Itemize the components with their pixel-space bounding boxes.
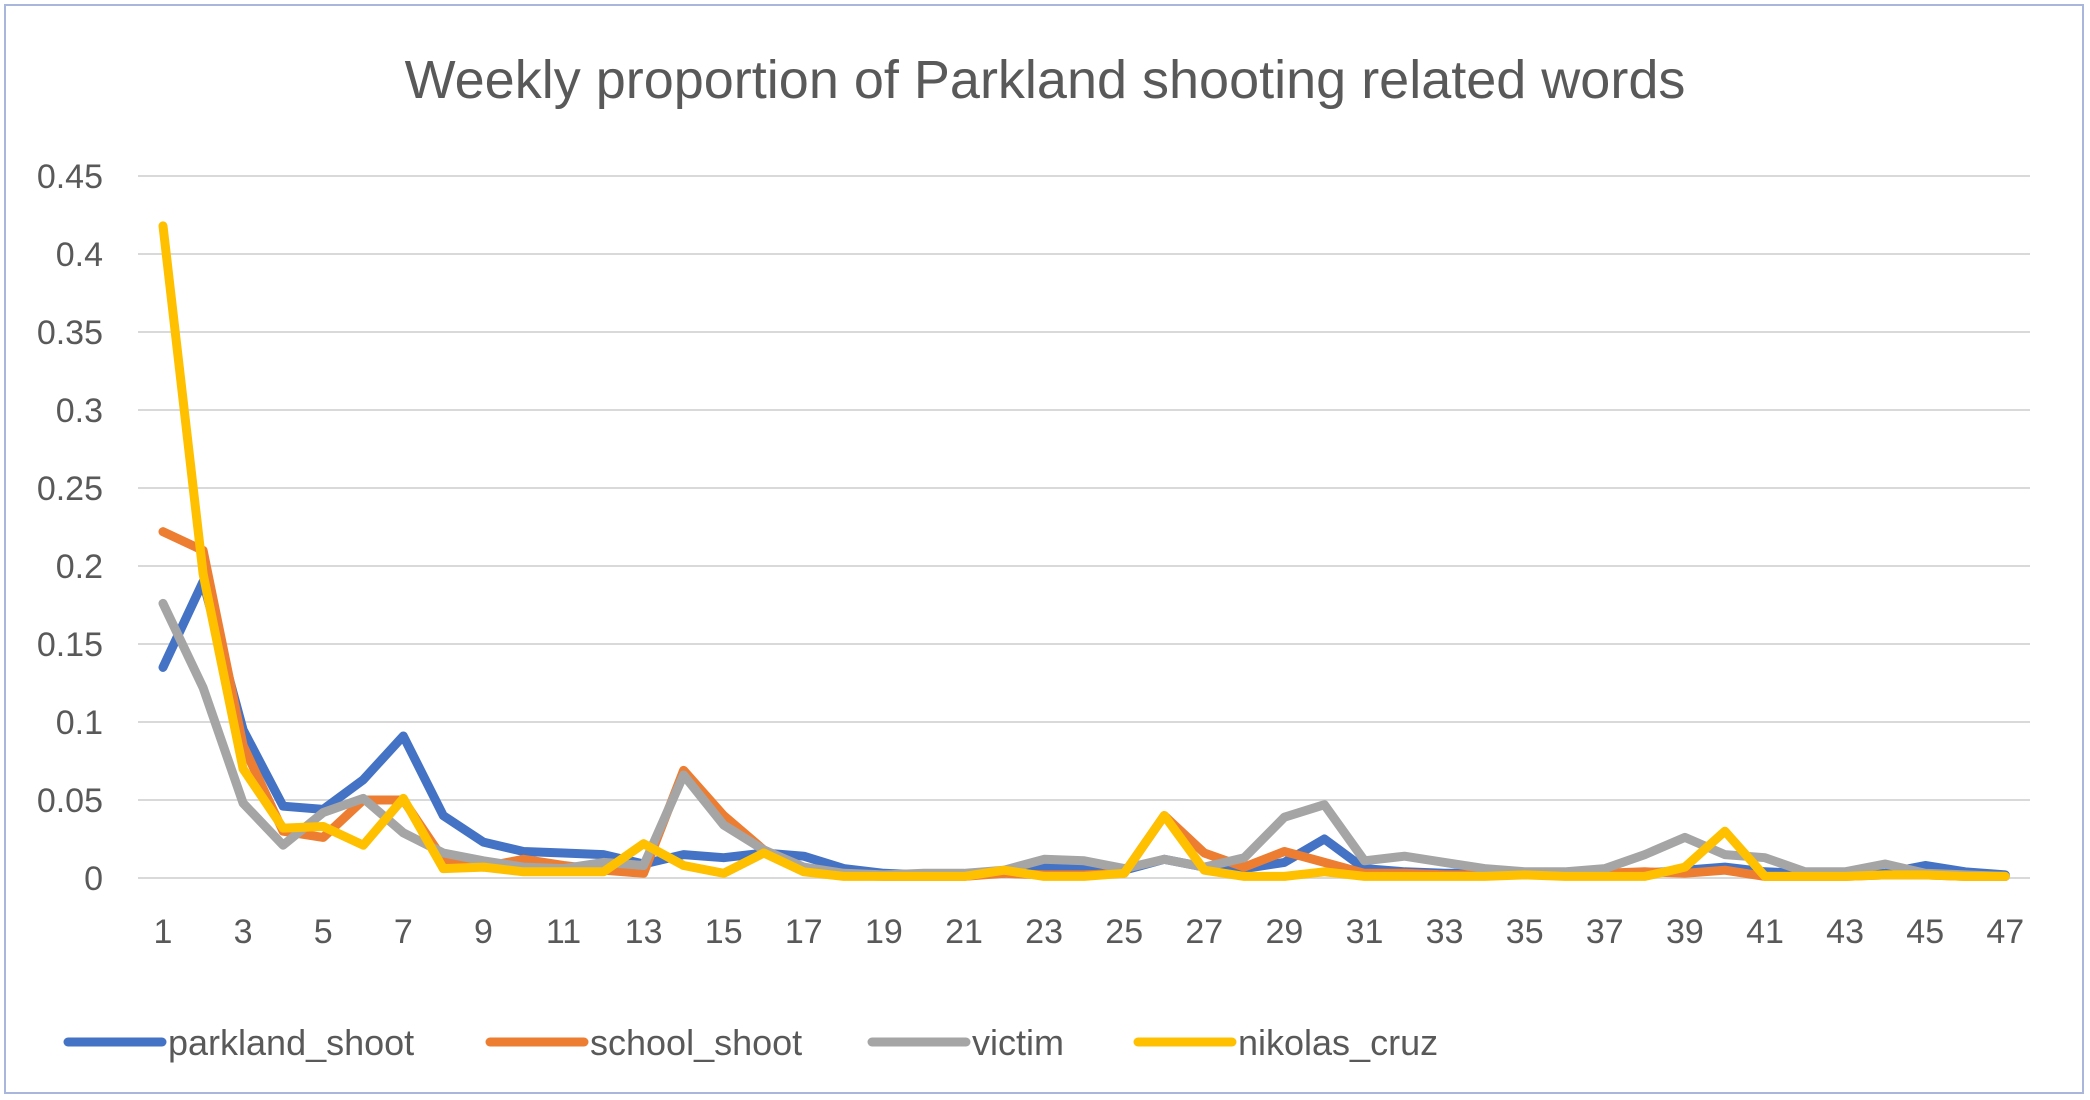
gridlines xyxy=(138,175,2030,879)
y-tick-label: 0.25 xyxy=(37,470,103,508)
y-tick-label: 0.05 xyxy=(37,782,103,820)
chart-frame xyxy=(4,4,2084,1094)
x-tick-label: 33 xyxy=(1426,913,1464,951)
x-tick-label: 21 xyxy=(945,913,983,951)
x-tick-label: 47 xyxy=(1986,913,2024,951)
x-tick-label: 43 xyxy=(1826,913,1864,951)
x-tick-label: 19 xyxy=(865,913,903,951)
x-tick-label: 23 xyxy=(1025,913,1063,951)
x-tick-label: 25 xyxy=(1105,913,1143,951)
y-axis-tick-labels: 0 0.05 0.1 0.15 0.2 0.25 0.3 0.35 0.4 0.45 xyxy=(37,158,103,898)
x-tick-label: 31 xyxy=(1346,913,1384,951)
series-lines xyxy=(158,221,2010,881)
x-tick-label: 9 xyxy=(474,913,493,951)
series-line-school-shoot xyxy=(158,527,2010,881)
legend: parkland_shoot school_shoot victim nikolas_… xyxy=(63,1022,1438,1063)
y-tick-label: 0 xyxy=(84,860,103,898)
x-tick-label: 7 xyxy=(394,913,413,951)
x-tick-label: 35 xyxy=(1506,913,1544,951)
legend-label-school-shoot: school_shoot xyxy=(590,1022,802,1063)
series-line-victim xyxy=(158,598,2010,881)
x-tick-label: 15 xyxy=(705,913,743,951)
y-tick-label: 0.4 xyxy=(56,236,103,274)
y-tick-label: 0.3 xyxy=(56,392,103,430)
y-tick-label: 0.15 xyxy=(37,626,103,664)
x-tick-label: 45 xyxy=(1906,913,1944,951)
x-tick-label: 17 xyxy=(785,913,823,951)
x-tick-label: 5 xyxy=(314,913,333,951)
series-line-nikolas-cruz xyxy=(158,221,2010,881)
x-axis-tick-labels: 1 3 5 7 9 11 13 15 17 19 21 23 25 27 29 31 33 35 37 39 41 43 4… xyxy=(154,913,2025,951)
y-tick-label: 0.2 xyxy=(56,548,103,586)
x-tick-label: 1 xyxy=(154,913,173,951)
legend-label-victim: victim xyxy=(972,1022,1064,1063)
x-tick-label: 11 xyxy=(546,913,581,951)
x-tick-label: 13 xyxy=(625,913,663,951)
x-tick-label: 41 xyxy=(1746,913,1784,951)
x-tick-label: 39 xyxy=(1666,913,1704,951)
x-tick-label: 37 xyxy=(1586,913,1624,951)
y-tick-label: 0.35 xyxy=(37,314,103,352)
legend-label-nikolas-cruz: nikolas_cruz xyxy=(1238,1022,1438,1063)
x-tick-label: 27 xyxy=(1185,913,1223,951)
x-tick-label: 29 xyxy=(1265,913,1303,951)
y-tick-label: 0.1 xyxy=(56,704,103,742)
x-tick-label: 3 xyxy=(234,913,253,951)
legend-label-parkland-shoot: parkland_shoot xyxy=(168,1022,414,1063)
y-tick-label: 0.45 xyxy=(37,158,103,196)
chart-title: Weekly proportion of Parkland shooting r… xyxy=(405,50,1686,110)
